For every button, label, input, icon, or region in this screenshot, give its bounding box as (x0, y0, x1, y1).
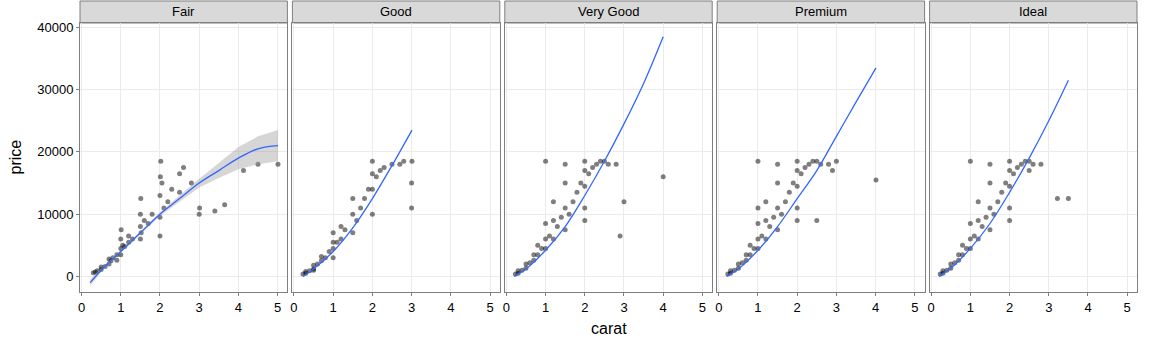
svg-text:4: 4 (1084, 300, 1091, 315)
svg-text:1: 1 (542, 300, 549, 315)
svg-text:1: 1 (117, 300, 124, 315)
svg-text:4: 4 (447, 300, 454, 315)
svg-text:0: 0 (503, 300, 510, 315)
svg-text:5: 5 (274, 300, 281, 315)
svg-text:2: 2 (369, 300, 376, 315)
svg-text:5: 5 (699, 300, 706, 315)
svg-text:5: 5 (1124, 300, 1131, 315)
svg-text:40000: 40000 (37, 20, 73, 35)
svg-text:3: 3 (620, 300, 627, 315)
svg-text:2: 2 (1006, 300, 1013, 315)
svg-text:30000: 30000 (37, 82, 73, 97)
svg-text:10000: 10000 (37, 207, 73, 222)
svg-text:3: 3 (833, 300, 840, 315)
svg-text:4: 4 (235, 300, 242, 315)
svg-text:0: 0 (715, 300, 722, 315)
svg-text:Premium: Premium (795, 4, 847, 19)
svg-text:2: 2 (794, 300, 801, 315)
svg-text:3: 3 (1045, 300, 1052, 315)
svg-text:5: 5 (911, 300, 918, 315)
svg-text:2: 2 (581, 300, 588, 315)
svg-text:0: 0 (928, 300, 935, 315)
svg-text:5: 5 (486, 300, 493, 315)
svg-text:4: 4 (872, 300, 879, 315)
svg-text:20000: 20000 (37, 144, 73, 159)
svg-text:3: 3 (408, 300, 415, 315)
svg-text:0: 0 (290, 300, 297, 315)
svg-text:1: 1 (967, 300, 974, 315)
svg-text:4: 4 (660, 300, 667, 315)
svg-text:Very Good: Very Good (578, 4, 639, 19)
svg-text:3: 3 (196, 300, 203, 315)
svg-text:price: price (7, 140, 24, 175)
svg-text:0: 0 (66, 269, 73, 284)
svg-text:Ideal: Ideal (1019, 4, 1047, 19)
svg-text:2: 2 (156, 300, 163, 315)
svg-text:0: 0 (78, 300, 85, 315)
svg-text:1: 1 (754, 300, 761, 315)
svg-text:carat: carat (591, 320, 627, 337)
svg-text:Fair: Fair (172, 4, 195, 19)
svg-text:Good: Good (380, 4, 412, 19)
svg-text:1: 1 (330, 300, 337, 315)
